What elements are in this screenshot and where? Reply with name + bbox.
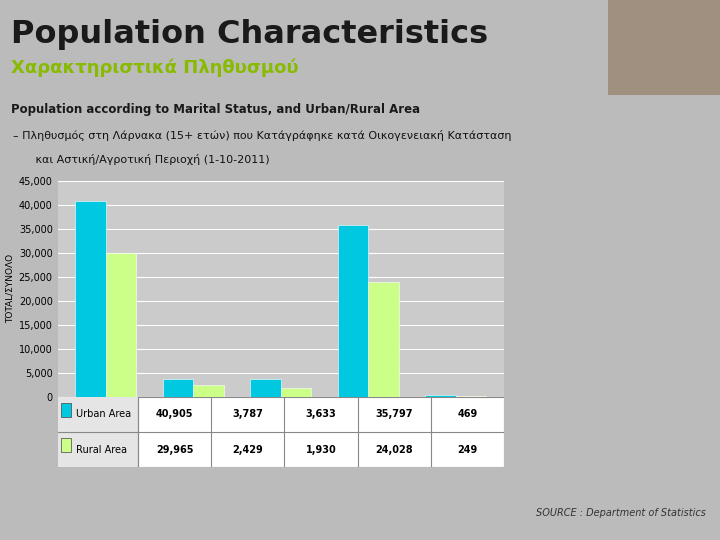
Text: Population according to Marital Status, and Urban/Rural Area: Population according to Marital Status, … (11, 103, 420, 116)
Bar (61, 402, 71, 416)
Text: Urban Area: Urban Area (76, 409, 132, 420)
Text: 3,787: 3,787 (233, 409, 264, 420)
Bar (369, 281, 399, 397)
Text: 24,028: 24,028 (375, 444, 413, 455)
Text: – Πληθυσμός στη Λάρνακα (15+ ετών) που Κατάγράφηκε κατά Οικογενειακή Κατάσταση: – Πληθυσμός στη Λάρνακα (15+ ετών) που Κ… (13, 130, 511, 140)
Text: 249: 249 (457, 444, 477, 455)
Bar (61, 437, 71, 451)
Bar (281, 388, 312, 397)
Text: 35,797: 35,797 (375, 409, 413, 420)
Text: 469: 469 (457, 409, 477, 420)
Text: 2,429: 2,429 (233, 444, 263, 455)
Text: Χαρακτηριστικά Πληθυσμού: Χαρακτηριστικά Πληθυσμού (11, 58, 299, 77)
Bar (193, 385, 224, 397)
Bar (58, 432, 138, 467)
Text: 3,633: 3,633 (305, 409, 336, 420)
Bar (75, 200, 106, 397)
Bar (58, 397, 138, 432)
Bar (426, 395, 456, 397)
Text: Rural Area: Rural Area (76, 444, 127, 455)
Text: 40,905: 40,905 (156, 409, 193, 420)
Bar (163, 379, 193, 397)
Text: SOURCE : Department of Statistics: SOURCE : Department of Statistics (536, 508, 706, 518)
Bar (338, 225, 369, 397)
Bar (106, 253, 136, 397)
Bar (456, 396, 487, 397)
Text: Population Characteristics: Population Characteristics (11, 19, 488, 50)
Bar (250, 380, 281, 397)
Y-axis label: TOTAL/ΣΥΝΟΛΟ: TOTAL/ΣΥΝΟΛΟ (6, 254, 14, 323)
Text: 29,965: 29,965 (156, 444, 193, 455)
Text: 1,930: 1,930 (305, 444, 336, 455)
Text: και Αστική/Αγροτική Περιοχή (1-10-2011): και Αστική/Αγροτική Περιοχή (1-10-2011) (25, 154, 270, 165)
